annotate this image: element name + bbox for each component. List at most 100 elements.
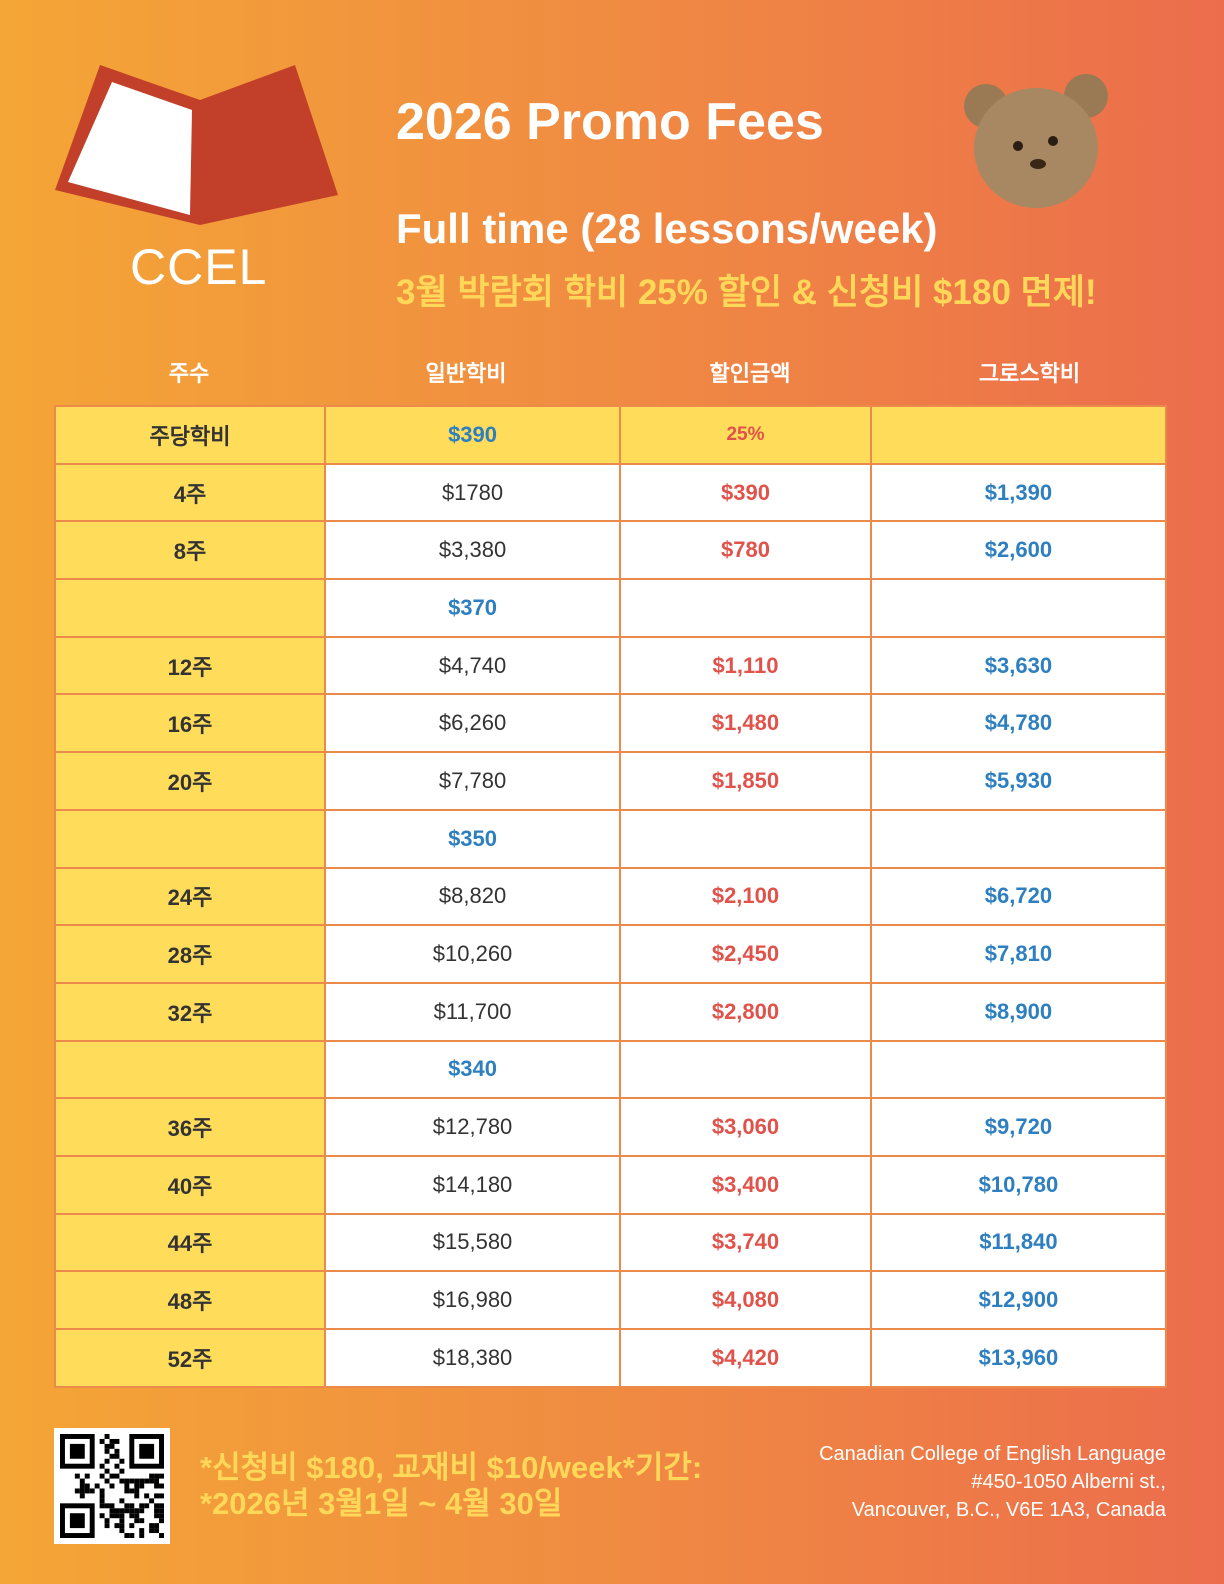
address-line: Canadian College of English Language [819, 1443, 1166, 1465]
week-cell [54, 1039, 326, 1100]
footer-note: *신청비 $180, 교재비 $10/week*기간: *2026년 3월1일 … [200, 1450, 702, 1522]
address-line: Vancouver, B.C., V6E 1A3, Canada [851, 1499, 1166, 1521]
discount-cell [619, 808, 872, 869]
regular-fee-cell: $3,380 [323, 520, 622, 581]
regular-fee-cell: $11,700 [323, 981, 622, 1042]
week-cell: 32주 [54, 981, 326, 1042]
net-fee-cell: $9,720 [869, 1097, 1168, 1157]
regular-fee-cell: $350 [323, 808, 622, 869]
note-line-1: *신청비 $180, 교재비 $10/week*기간: [200, 1450, 703, 1485]
net-fee-cell: $10,780 [869, 1154, 1168, 1215]
address-line: #450-1050 Alberni st., [971, 1471, 1166, 1493]
week-cell [54, 578, 326, 638]
table-row: 52주 $18,380 $4,420 $13,960 [54, 1328, 1168, 1388]
table-row: 24주 $8,820 $2,100 $6,720 [54, 866, 1168, 927]
table-row: 12주 $4,740 $1,110 $3,630 [54, 635, 1168, 696]
net-fee-cell: $13,960 [869, 1328, 1168, 1388]
ccel-book-logo [55, 65, 338, 225]
regular-fee-cell: $15,580 [323, 1212, 622, 1273]
discount-cell: $2,100 [619, 866, 872, 927]
table-row: 주당학비 $390 25% [54, 405, 1168, 465]
discount-cell: $1,480 [619, 693, 872, 754]
net-fee-cell: $6,720 [869, 866, 1168, 927]
discount-cell: $1,850 [619, 751, 872, 811]
regular-fee-cell: $370 [323, 578, 622, 638]
table-row: 20주 $7,780 $1,850 $5,930 [54, 751, 1168, 811]
week-cell: 28주 [54, 924, 326, 984]
col-regular: 일반학비 [425, 361, 507, 386]
page-title: 2026 Promo Fees [396, 93, 824, 151]
regular-fee-cell: $10,260 [323, 924, 622, 984]
table-row: $370 [54, 578, 1168, 638]
discount-cell: $4,420 [619, 1328, 872, 1388]
regular-fee-cell: $12,780 [323, 1097, 622, 1157]
logo-text: CCEL [130, 239, 268, 295]
net-fee-cell: $7,810 [869, 924, 1168, 984]
week-cell: 24주 [54, 866, 326, 927]
week-cell: 4주 [54, 462, 326, 523]
discount-cell: $390 [619, 462, 872, 523]
table-row: 16주 $6,260 $1,480 $4,780 [54, 693, 1168, 754]
net-fee-cell: $11,840 [869, 1212, 1168, 1273]
table-row: 28주 $10,260 $2,450 $7,810 [54, 924, 1168, 984]
regular-fee-cell: $16,980 [323, 1270, 622, 1330]
teddy-bear-image [964, 74, 1108, 208]
net-fee-cell [869, 1039, 1168, 1100]
net-fee-cell: $3,630 [869, 635, 1168, 696]
regular-fee-cell: $14,180 [323, 1154, 622, 1215]
week-cell: 20주 [54, 751, 326, 811]
regular-fee-cell: $6,260 [323, 693, 622, 754]
regular-fee-cell: $4,740 [323, 635, 622, 696]
regular-fee-cell: $7,780 [323, 751, 622, 811]
discount-cell: 25% [619, 405, 872, 465]
regular-fee-cell: $340 [323, 1039, 622, 1100]
discount-cell: $3,060 [619, 1097, 872, 1157]
note-line-2: *2026년 3월1일 ~ 4월 30일 [200, 1486, 563, 1521]
week-cell: 12주 [54, 635, 326, 696]
table-header: 주수 일반학비 할인금액 그로스학비 [54, 356, 1167, 388]
regular-fee-cell: $8,820 [323, 866, 622, 927]
table-row: 32주 $11,700 $2,800 $8,900 [54, 981, 1168, 1042]
week-cell: 36주 [54, 1097, 326, 1157]
week-cell: 48주 [54, 1270, 326, 1330]
week-cell: 16주 [54, 693, 326, 754]
net-fee-cell: $1,390 [869, 462, 1168, 523]
regular-fee-cell: $390 [323, 405, 622, 465]
week-cell: 40주 [54, 1154, 326, 1215]
week-cell: 44주 [54, 1212, 326, 1273]
col-weeks: 주수 [168, 361, 210, 386]
table-row: 8주 $3,380 $780 $2,600 [54, 520, 1168, 581]
table-row: 36주 $12,780 $3,060 $9,720 [54, 1097, 1168, 1157]
table-row: 4주 $1780 $390 $1,390 [54, 462, 1168, 523]
qr-code[interactable] [54, 1428, 170, 1544]
table-row: $350 [54, 808, 1168, 869]
discount-cell: $4,080 [619, 1270, 872, 1330]
week-cell: 8주 [54, 520, 326, 581]
net-fee-cell: $2,600 [869, 520, 1168, 581]
net-fee-cell: $4,780 [869, 693, 1168, 754]
net-fee-cell [869, 808, 1168, 869]
discount-cell: $1,110 [619, 635, 872, 696]
fee-table: 주당학비 $390 25% 4주 $1780 $390 $1,390 8주 $3,380 $780… [54, 405, 1168, 1388]
discount-cell: $3,400 [619, 1154, 872, 1215]
discount-cell: $3,740 [619, 1212, 872, 1273]
regular-fee-cell: $1780 [323, 462, 622, 523]
table-row: $340 [54, 1039, 1168, 1100]
table-row: 44주 $15,580 $3,740 $11,840 [54, 1212, 1168, 1273]
net-fee-cell [869, 405, 1168, 465]
week-cell: 52주 [54, 1328, 326, 1388]
week-cell: 주당학비 [54, 405, 326, 465]
col-discount: 할인금액 [709, 361, 791, 386]
net-fee-cell: $5,930 [869, 751, 1168, 811]
discount-cell: $2,800 [619, 981, 872, 1042]
discount-cell: $2,450 [619, 924, 872, 984]
table-row: 40주 $14,180 $3,400 $10,780 [54, 1154, 1168, 1215]
regular-fee-cell: $18,380 [323, 1328, 622, 1388]
table-row: 48주 $16,980 $4,080 $12,900 [54, 1270, 1168, 1330]
col-net: 그로스학비 [978, 361, 1081, 386]
promo-text: 3월 박람회 학비 25% 할인 & 신청비 $180 면제! [396, 273, 1097, 312]
net-fee-cell [869, 578, 1168, 638]
subtitle: Full time (28 lessons/week) [396, 205, 938, 252]
net-fee-cell: $12,900 [869, 1270, 1168, 1330]
discount-cell: $780 [619, 520, 872, 581]
